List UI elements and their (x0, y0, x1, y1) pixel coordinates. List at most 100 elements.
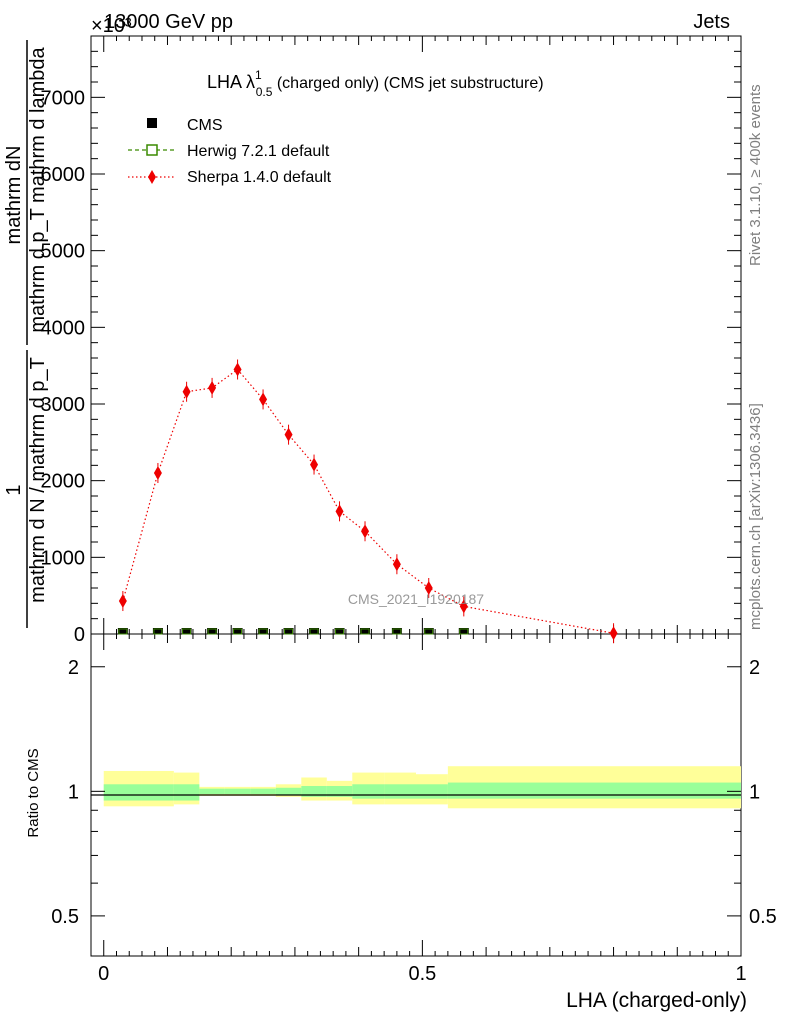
sherpa-point (118, 594, 127, 609)
cms-points (117, 628, 469, 635)
herwig-point (284, 628, 294, 635)
herwig-point (153, 628, 163, 635)
axis-tick-labels: 1000 2000 3000 4000 5000 6000 7000 0 0.5 0.5 1 1 2 2 0… (41, 87, 777, 985)
main-ytick-label-zero: 0 (74, 624, 85, 646)
title-sup: 1 (255, 68, 262, 82)
cms-point (232, 628, 243, 634)
herwig-point (459, 628, 469, 635)
sherpa-point (153, 466, 162, 480)
ratio-band-inner-1 (141, 784, 174, 801)
cms-point (283, 628, 294, 634)
ratio-ytick-label-left: 2 (68, 657, 79, 679)
ratio-band-inner-6 (275, 787, 302, 795)
main-ytick-label: 1000 (41, 547, 86, 569)
analysis-watermark: CMS_2021_I1920187 (348, 591, 484, 607)
herwig-point (309, 628, 319, 635)
legend-sherpa-marker (148, 170, 156, 184)
sherpa-point (459, 599, 468, 614)
ratio-ytick-label-left: 1 (68, 781, 79, 803)
cms-point (391, 628, 402, 634)
ratio-bands (103, 766, 741, 809)
title-main: LHA λ (207, 72, 255, 92)
process-label: Jets (693, 11, 730, 33)
main-ytick-label: 6000 (41, 164, 86, 186)
cms-point (423, 628, 434, 634)
herwig-point (360, 628, 370, 635)
sherpa-point (208, 380, 217, 395)
ratio-band-inner-12 (447, 782, 741, 799)
title-rest: (charged only) (CMS jet substructure) (272, 75, 543, 92)
legend-herwig-label: Herwig 7.2.1 default (187, 143, 330, 160)
ylabel-top-num: mathrm dN (3, 146, 25, 245)
herwig-point (335, 628, 345, 635)
cms-point (152, 628, 163, 634)
herwig-point (207, 628, 217, 635)
rivet-label: Rivet 3.1.10, ≥ 400k events (747, 84, 764, 266)
sherpa-point (233, 362, 242, 377)
cms-point (117, 628, 128, 634)
ratio-band-inner-11 (416, 784, 448, 799)
legend-sherpa-label: Sherpa 1.4.0 default (187, 169, 332, 186)
herwig-point (182, 628, 192, 635)
ratio-band-inner-0 (103, 784, 142, 801)
ratio-ytick-label-right: 2 (749, 657, 760, 679)
ratio-ytick-label-left: 0.5 (51, 906, 79, 928)
sherpa-point (284, 427, 293, 442)
cms-point (207, 628, 218, 634)
exponent-label: ×10³ (91, 15, 132, 37)
axis-ticks (91, 35, 742, 956)
x-axis-label: LHA (charged-only) (566, 989, 747, 1012)
herwig-point (118, 628, 128, 635)
ratio-band-inner-8 (326, 786, 353, 797)
legend-cms-marker (147, 118, 157, 128)
ratio-band-inner-2 (173, 784, 200, 801)
sherpa-point (424, 581, 433, 595)
cms-point (309, 628, 320, 634)
ylabel-top-den: mathrm d p_T mathrm d lambda (27, 46, 49, 332)
cms-point (258, 628, 269, 634)
cms-point (181, 628, 192, 634)
main-ytick-label: 2000 (41, 471, 86, 493)
ratio-band-inner-10 (384, 784, 416, 799)
herwig-point (233, 628, 243, 635)
cms-point (334, 628, 345, 634)
herwig-point (392, 628, 402, 635)
ratio-ytick-label-right: 1 (749, 781, 760, 803)
main-ytick-label: 4000 (41, 317, 86, 339)
ratio-ytick-label-right: 0.5 (749, 906, 777, 928)
main-ylabel: 1 mathrm d N / mathrm d p_T mathrm dN ma… (3, 40, 49, 628)
sherpa-point (609, 626, 618, 641)
sherpa-point (310, 457, 319, 472)
sherpa-point (259, 392, 268, 407)
xtick-label: 1 (735, 963, 746, 985)
ratio-band-inner-3 (199, 788, 225, 795)
sherpa-points (118, 359, 618, 644)
ylabel-left-den: mathrm d N / mathrm d p_T (27, 357, 49, 603)
herwig-point (258, 628, 268, 635)
herwig-point (424, 628, 434, 635)
title-sub: 0.5 (256, 85, 273, 99)
energy-label: 13000 GeV pp (104, 11, 233, 33)
xtick-label: 0.5 (408, 963, 436, 985)
mcplots-label: mcplots.cern.ch [arXiv:1306.3436] (747, 403, 764, 630)
cms-point (360, 628, 371, 634)
main-ytick-label: 3000 (41, 394, 86, 416)
main-ytick-label: 7000 (41, 87, 86, 109)
ratio-band-inner-7 (301, 786, 327, 797)
legend-cms-label: CMS (187, 117, 223, 134)
sherpa-point (182, 384, 191, 399)
cms-point (458, 628, 469, 634)
plot-title: LHA λ1 0.5 (charged only) (CMS jet substr… (207, 68, 544, 99)
main-ytick-label: 5000 (41, 241, 86, 263)
xtick-label: 0 (98, 963, 109, 985)
ratio-band-inner-4 (224, 788, 251, 795)
sherpa-point (392, 557, 401, 572)
ratio-band-inner-9 (352, 784, 385, 799)
sherpa-point (335, 504, 344, 519)
ratio-ylabel: Ratio to CMS (25, 748, 42, 837)
ylabel-left-num: 1 (3, 484, 25, 495)
sherpa-point (361, 524, 370, 539)
legend-herwig-marker (146, 144, 158, 156)
ratio-band-inner-5 (250, 788, 276, 795)
